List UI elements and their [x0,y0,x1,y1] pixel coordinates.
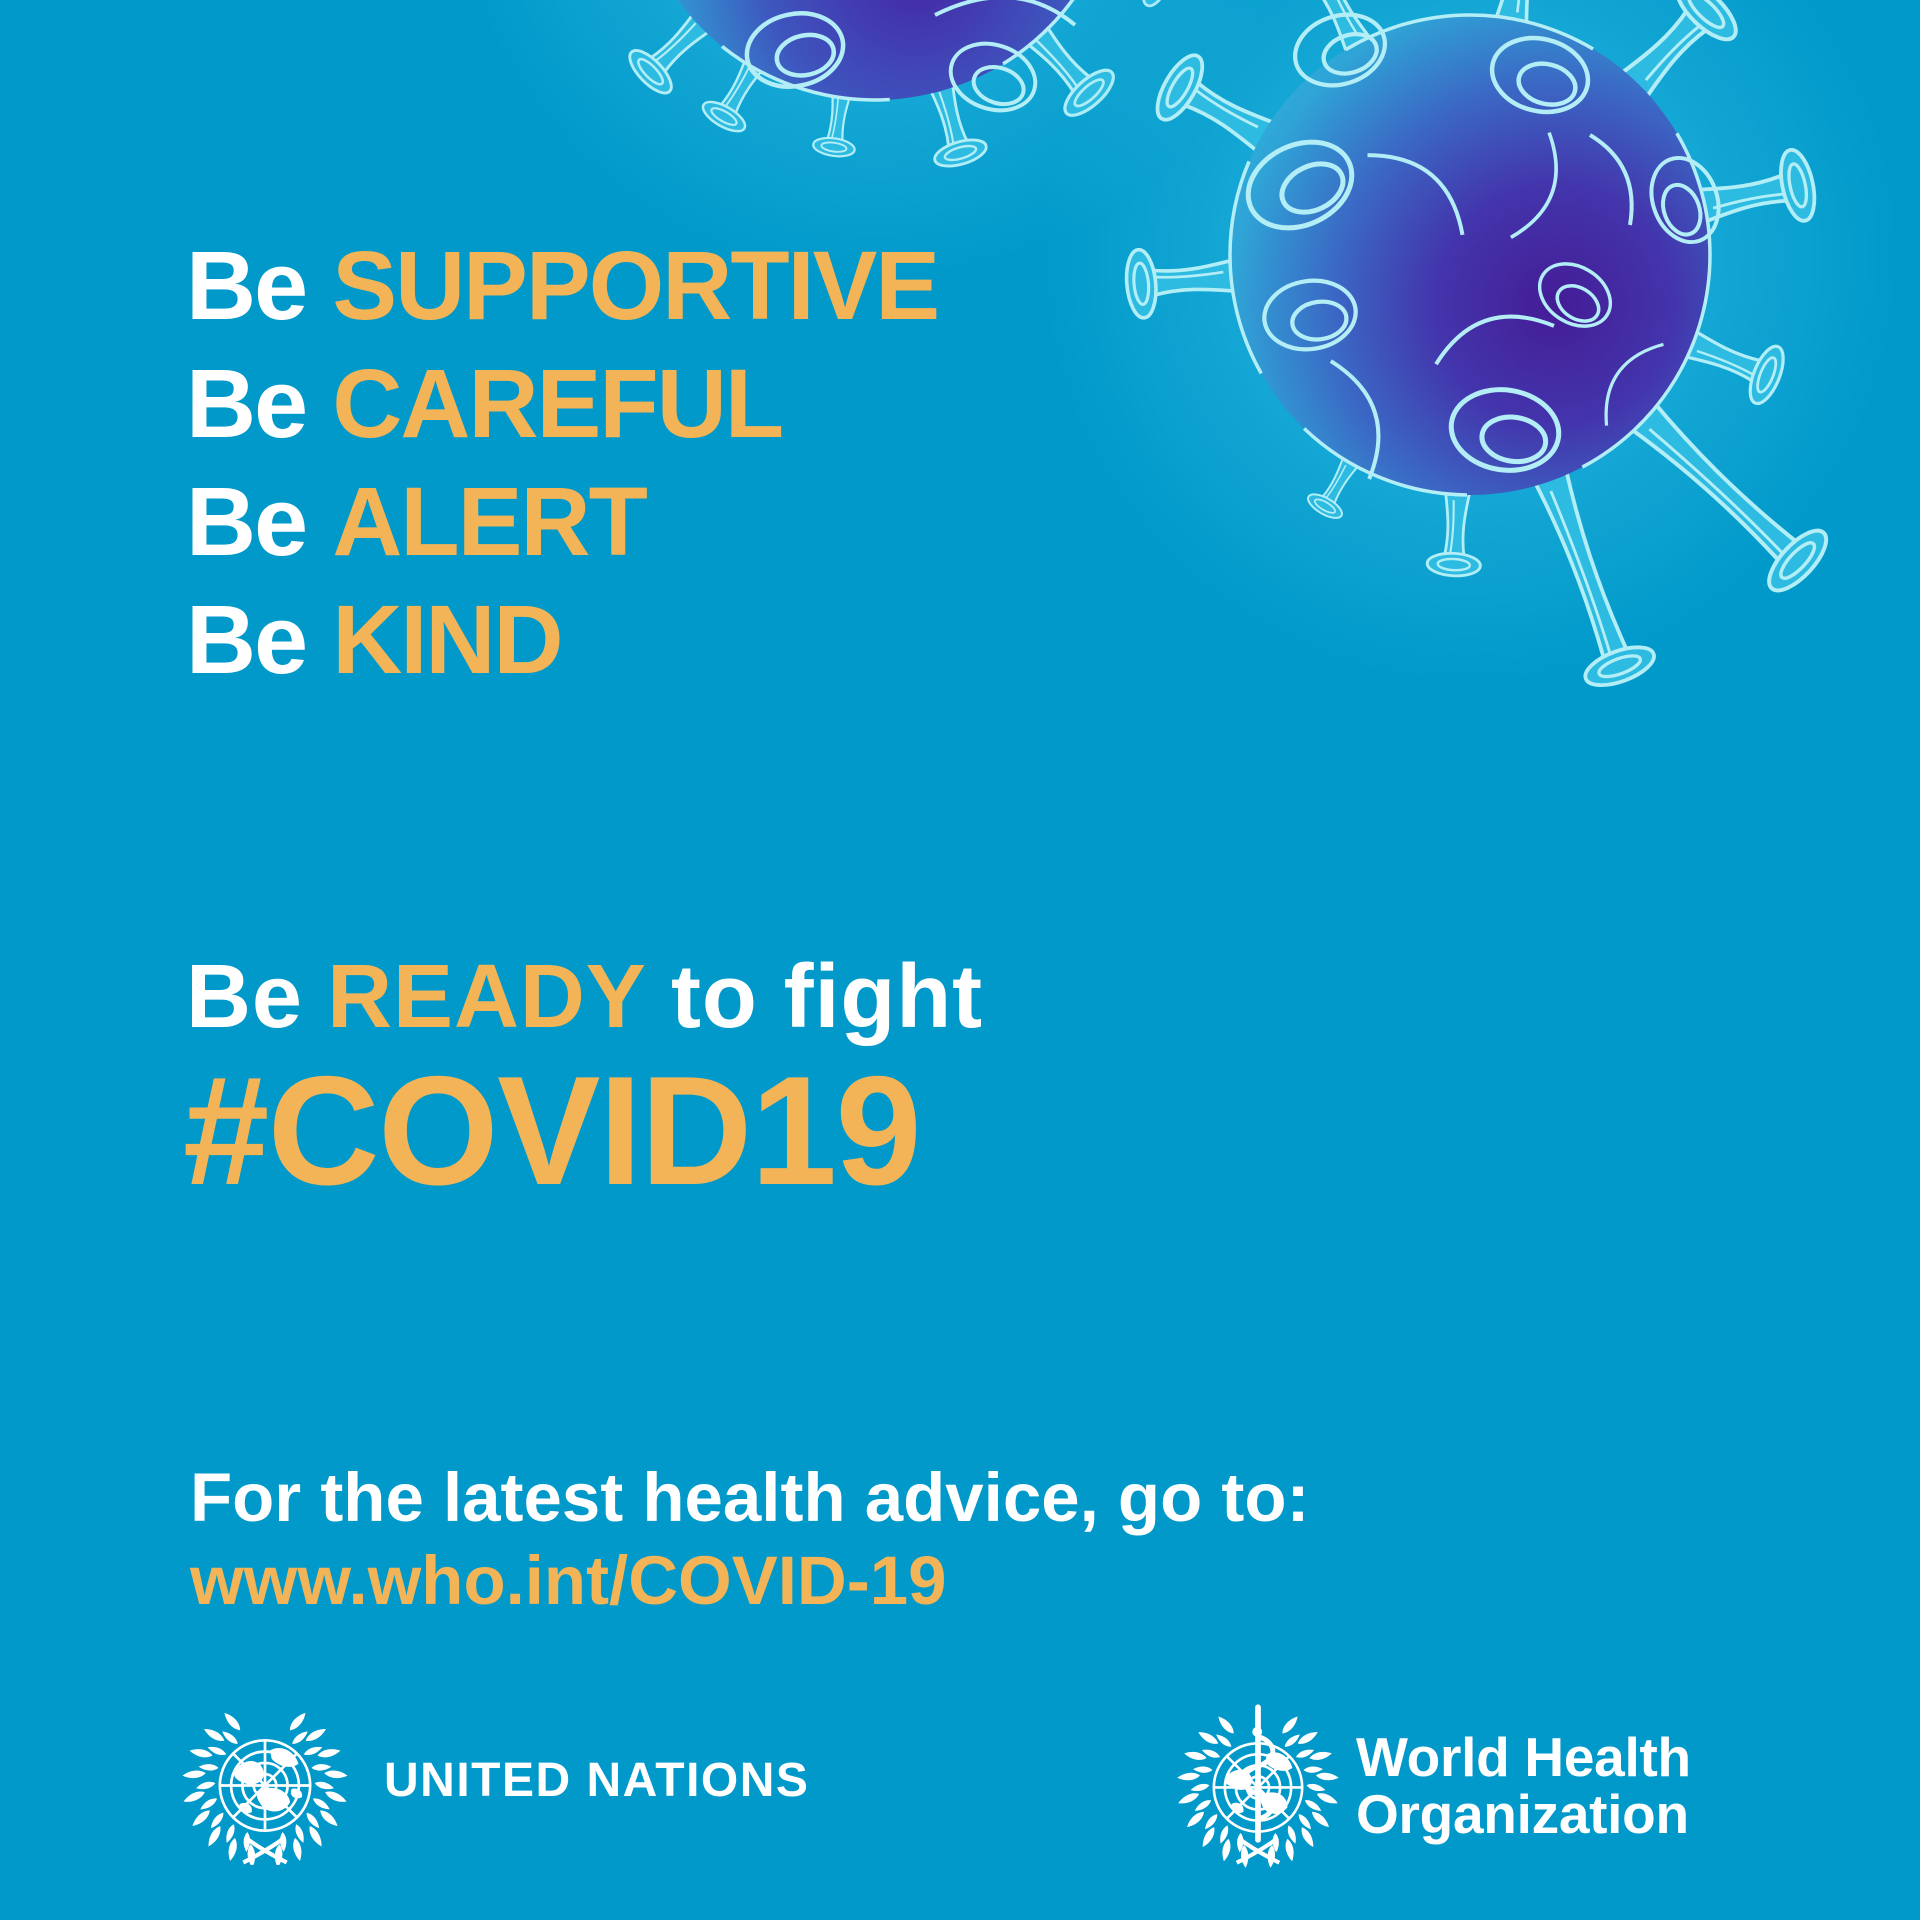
coronavirus-icon-large [1040,0,1900,695]
who-wreath [1176,1714,1340,1869]
headline-prefix: Be [186,585,308,694]
ready-emphasis: READY [327,947,647,1047]
headline-emphasis: KIND [332,585,563,694]
ready-line: Be READY to fight [186,952,983,1042]
who-emblem-icon [1176,1704,1340,1869]
headline-list: Be SUPPORTIVE Be CAREFUL Be ALERT Be KIND [186,227,940,699]
headline-line: Be ALERT [186,463,938,581]
headline-prefix: Be [186,349,308,458]
headline-emphasis: CAREFUL [332,349,784,458]
headline-emphasis: SUPPORTIVE [332,231,940,340]
rod-of-asclepius-icon [1240,1704,1276,1843]
advice-block: For the latest health advice, go to: www… [190,1456,1310,1622]
un-emblem-icon [181,1710,349,1865]
ready-prefix: Be [186,947,303,1047]
who-wordmark-line1: World Health [1356,1726,1691,1788]
headline-line: Be SUPPORTIVE [186,227,940,345]
headline-line: Be CAREFUL [186,345,938,463]
covid-hashtag: #COVID19 [183,1044,922,1217]
headline-prefix: Be [186,467,308,576]
headline-prefix: Be [186,231,308,340]
un-label: UNITED NATIONS [384,1754,810,1807]
ready-suffix: to fight [671,947,984,1047]
who-wordmark: World Health Organization [1356,1729,1691,1843]
un-wreath [181,1710,349,1865]
headline-line: Be KIND [186,581,938,699]
advice-url: www.who.int/COVID-19 [190,1542,947,1619]
headline-emphasis: ALERT [332,467,648,576]
advice-label: For the latest health advice, go to: [190,1459,1310,1536]
who-wordmark-line2: Organization [1356,1783,1689,1845]
